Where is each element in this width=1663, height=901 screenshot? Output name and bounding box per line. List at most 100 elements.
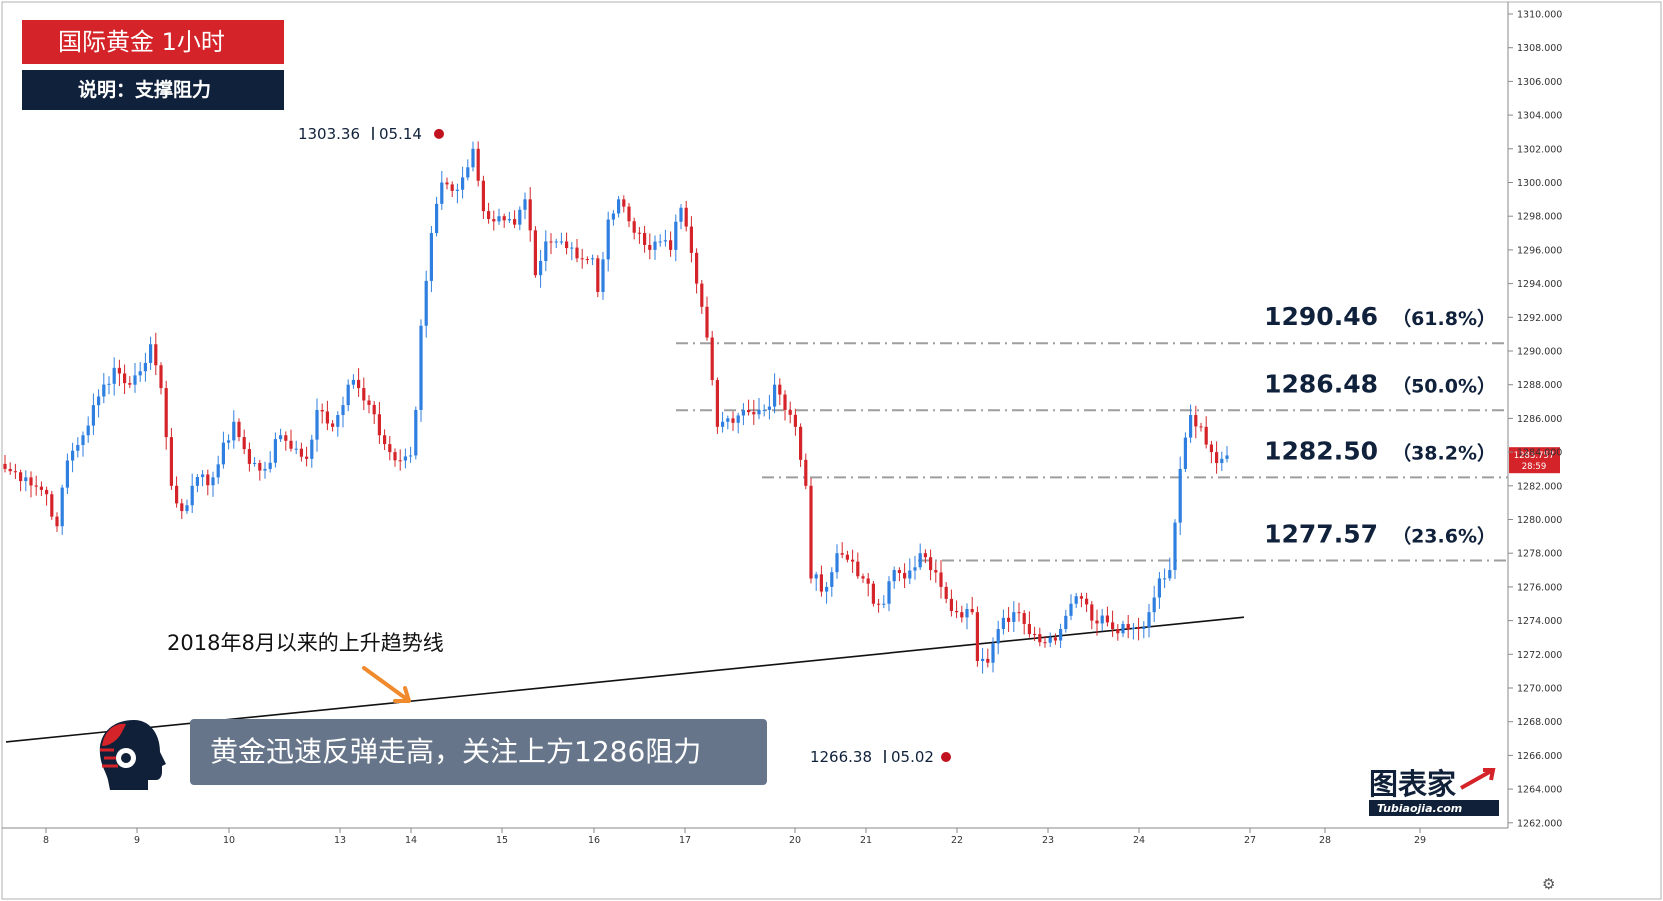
candle-body [185, 505, 189, 512]
y-tick-label: 1308.000 [1517, 43, 1562, 54]
candle-body [409, 455, 413, 457]
candle-body [622, 199, 626, 207]
candle-body [970, 609, 974, 613]
candle-body [154, 344, 158, 366]
candle-body [736, 415, 740, 423]
candle-body [445, 182, 449, 185]
candle-body [81, 435, 85, 446]
candle-body [539, 260, 543, 276]
candle-body [1131, 627, 1135, 629]
y-tick-label: 1280.000 [1517, 515, 1562, 526]
candle-body [1225, 455, 1229, 459]
candle-body [866, 578, 870, 584]
y-tick-label: 1268.000 [1517, 717, 1562, 728]
candle-body [747, 409, 751, 413]
candle-body [892, 570, 896, 582]
chart-subtitle: 说明：支撑阻力 [22, 70, 284, 110]
time-axis: 8 9 10 13 14 15 16 17 20 21 22 23 24 27 28 29 [43, 828, 1426, 846]
y-tick-label: 1294.000 [1517, 279, 1562, 290]
chart-annotations: 1303.36 05.14 1266.38 05.02 [298, 125, 951, 766]
x-tick-label: 14 [405, 835, 417, 846]
candle-body [700, 283, 704, 307]
uptrend-line: 2018年8月以来的上升趋势线 [5, 616, 1245, 743]
candle-body [133, 375, 137, 385]
candle-body [804, 459, 808, 486]
candle-body [533, 230, 537, 276]
y-tick-label: 1270.000 [1517, 684, 1562, 695]
candle-body [383, 435, 387, 445]
candle-body [237, 421, 241, 438]
y-tick-label: 1302.000 [1517, 144, 1562, 155]
candle-body [1189, 415, 1193, 438]
candle-body [1157, 578, 1161, 598]
candle-body [627, 206, 631, 222]
candle-body [1173, 522, 1177, 571]
candle-body [201, 474, 205, 478]
candle-body [955, 610, 959, 613]
candle-body [845, 554, 849, 560]
y-tick-label: 1264.000 [1517, 785, 1562, 796]
candle-body [455, 189, 459, 191]
candle-body [50, 494, 54, 517]
candle-body [762, 409, 766, 411]
comment-box: 黄金迅速反弹走高，关注上方1286阻力 [190, 719, 767, 785]
candle-body [325, 411, 329, 424]
candle-body [752, 412, 756, 415]
candle-body [76, 445, 80, 451]
candle-body [809, 485, 813, 579]
candle-body [34, 485, 38, 487]
candle-body [227, 440, 231, 443]
candle-body [1079, 596, 1083, 599]
candle-body [632, 221, 636, 233]
candle-body [1090, 604, 1094, 621]
candle-body [580, 258, 584, 260]
candle-body [929, 557, 933, 571]
candle-body [91, 405, 95, 426]
candle-body [247, 449, 251, 464]
candle-body [299, 448, 303, 457]
y-tick-label: 1278.000 [1517, 549, 1562, 560]
candle-body [606, 219, 610, 260]
candle-body [315, 409, 319, 440]
candle-body [601, 259, 605, 293]
candle-body [658, 241, 662, 243]
candle-body [648, 244, 652, 250]
candle-body [596, 258, 600, 293]
x-tick-label: 10 [223, 835, 235, 846]
candle-body [617, 199, 621, 214]
candle-body [331, 423, 335, 427]
candle-body [544, 241, 548, 261]
candle-body [19, 472, 23, 482]
x-tick-label: 22 [951, 835, 963, 846]
orange-arrow-icon [362, 666, 411, 703]
candle-body [71, 450, 75, 461]
candle-body [819, 574, 823, 592]
candle-body [39, 486, 43, 490]
y-tick-label: 1292.000 [1517, 313, 1562, 324]
gear-icon[interactable]: ⚙ [1542, 875, 1556, 893]
candle-body [591, 258, 595, 260]
candle-body [414, 409, 418, 456]
candle-body [372, 404, 376, 415]
candle-body [554, 241, 558, 243]
y-tick-label: 1282.000 [1517, 481, 1562, 492]
candle-body [305, 456, 309, 459]
candle-body [778, 384, 782, 395]
candle-body [783, 394, 787, 410]
fib-percent-label: （61.8%） [1392, 307, 1496, 330]
candle-body [107, 383, 111, 385]
candle-body [1074, 596, 1078, 604]
candle-body [1168, 570, 1172, 579]
x-tick-label: 15 [496, 835, 508, 846]
candle-body [1178, 468, 1182, 523]
x-tick-label: 16 [588, 835, 600, 846]
candle-body [679, 207, 683, 222]
x-tick-label: 9 [134, 835, 140, 846]
candle-body [1116, 629, 1120, 634]
candle-body [169, 437, 173, 486]
fib-price-label: 1282.50 [1264, 436, 1378, 465]
candle-body [825, 586, 829, 592]
candle-body [450, 184, 454, 191]
candle-body [528, 199, 532, 231]
